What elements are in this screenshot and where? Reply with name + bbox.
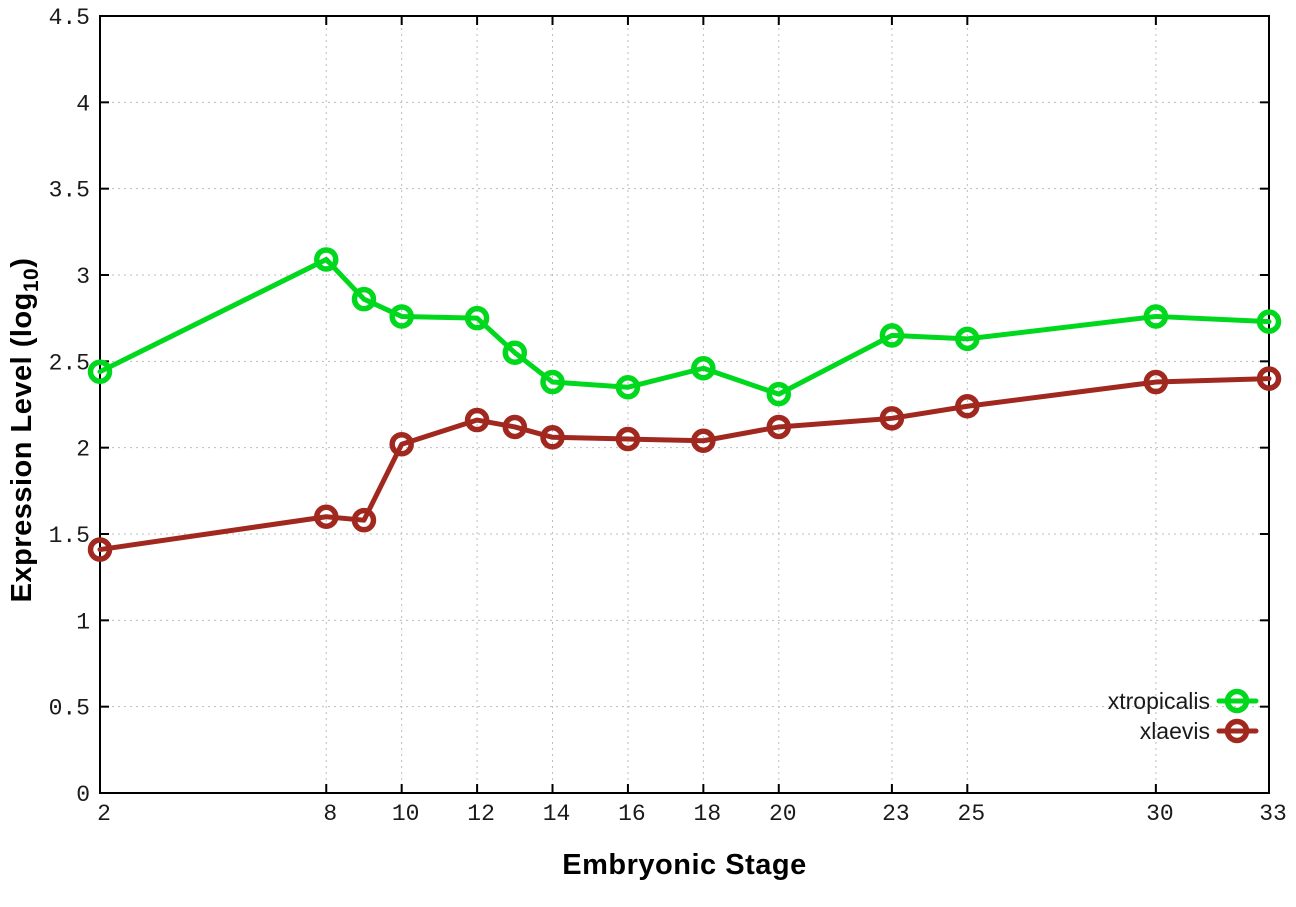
- y-tick-label: 4.5: [49, 5, 90, 31]
- data-point-xlaevis: [87, 537, 113, 562]
- data-point-xtropicalis: [879, 323, 905, 348]
- data-point-xtropicalis: [87, 359, 113, 384]
- data-point-xtropicalis: [1256, 309, 1282, 334]
- x-tick-label: 18: [694, 801, 722, 827]
- data-point-xlaevis: [955, 393, 980, 419]
- y-axis-title-suffix: ): [6, 257, 38, 268]
- data-point-xtropicalis: [314, 247, 339, 272]
- y-axis-title-subscript: 10: [19, 267, 43, 293]
- y-tick-label: 2.5: [49, 350, 90, 376]
- data-point-xlaevis: [502, 414, 528, 440]
- plot-frame: [99, 15, 1270, 794]
- x-tick-label: 8: [323, 801, 337, 827]
- data-point-xtropicalis: [351, 286, 377, 312]
- data-point-xlaevis: [766, 414, 792, 440]
- data-point-xlaevis: [1256, 366, 1282, 391]
- x-tick-label: 33: [1259, 801, 1287, 827]
- x-tick-label: 30: [1146, 801, 1174, 827]
- data-point-xtropicalis: [464, 305, 490, 331]
- data-point-xtropicalis: [540, 369, 565, 395]
- y-axis-title-text: Expression Level (log: [6, 292, 38, 603]
- legend-label-xtropicalis: xtropicalis: [1108, 688, 1210, 714]
- data-point-xlaevis: [389, 431, 414, 457]
- x-tick-label: 16: [618, 801, 646, 827]
- y-tick-label: 1.5: [49, 523, 90, 549]
- data-point-xtropicalis: [766, 381, 792, 407]
- y-axis-title: Expression Level (log10): [0, 30, 44, 830]
- data-point-xlaevis: [1143, 369, 1169, 395]
- y-tick-label: 0.5: [49, 696, 90, 722]
- data-point-xlaevis: [351, 507, 377, 533]
- x-axis-title: Embryonic Stage: [562, 849, 807, 881]
- series-line-xlaevis: [97, 376, 1272, 553]
- y-tick-label: 0: [76, 782, 90, 808]
- legend-marker-xlaevis: [1224, 718, 1250, 744]
- data-point-xlaevis: [879, 406, 905, 431]
- y-tick-label: 2: [76, 437, 90, 463]
- legend-label-xlaevis: xlaevis: [1140, 718, 1210, 744]
- y-tick-label: 3: [76, 264, 90, 290]
- legend-marker-xtropicalis: [1224, 688, 1250, 714]
- x-tick-label: 23: [882, 801, 910, 827]
- x-tick-label: 12: [467, 801, 495, 827]
- data-point-xlaevis: [314, 504, 339, 529]
- x-tick-label: 20: [769, 801, 797, 827]
- data-point-xtropicalis: [389, 304, 414, 329]
- data-point-xtropicalis: [615, 374, 641, 400]
- data-point-xtropicalis: [1143, 304, 1169, 329]
- series-line-xtropicalis: [97, 256, 1272, 397]
- data-point-xlaevis: [691, 428, 716, 454]
- x-tick-label: 10: [392, 801, 420, 827]
- data-point-xtropicalis: [502, 340, 528, 365]
- x-tick-label: 2: [97, 801, 111, 827]
- y-tick-label: 4: [76, 91, 90, 117]
- y-tick-label: 1: [76, 609, 90, 635]
- y-tick-label: 3.5: [49, 178, 90, 204]
- x-tick-label: 14: [543, 801, 571, 827]
- data-point-xtropicalis: [955, 326, 980, 352]
- data-point-xlaevis: [464, 407, 490, 433]
- data-point-xtropicalis: [691, 355, 716, 381]
- data-point-xlaevis: [540, 425, 565, 450]
- data-point-xlaevis: [615, 426, 641, 452]
- x-tick-label: 25: [958, 801, 986, 827]
